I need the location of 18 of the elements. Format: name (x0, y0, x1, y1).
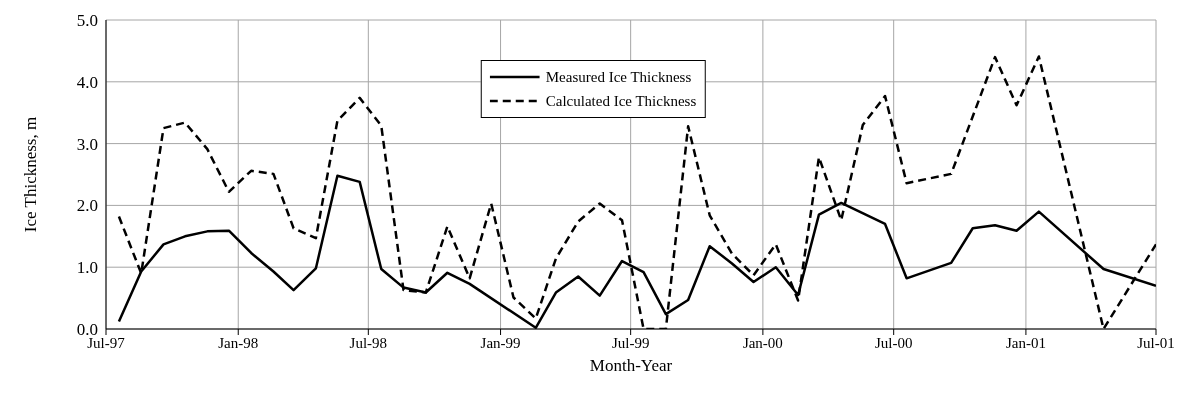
x-tick-label: Jul-01 (1137, 334, 1175, 351)
y-axis-title: Ice Thickness, m (21, 116, 41, 233)
y-tick-label: 1.0 (76, 258, 98, 278)
legend-label: Measured Ice Thickness (545, 68, 692, 86)
x-tick-label: Jul-98 (349, 334, 388, 351)
x-tick-label: Jul-00 (874, 334, 913, 351)
x-axis-title: Month-Year (589, 356, 673, 375)
y-tick-label: 2.0 (76, 196, 98, 216)
x-tick-label: Jan-98 (218, 334, 259, 351)
y-tick-label: 5.0 (76, 11, 98, 31)
y-tick-label: 4.0 (76, 72, 98, 92)
y-tick-label: 3.0 (76, 134, 98, 154)
x-tick-label: Jan-00 (742, 334, 783, 351)
x-tick-label: Jul-99 (611, 334, 650, 351)
legend-label: Calculated Ice Thickness (545, 92, 697, 110)
x-tick-label: Jul-97 (87, 334, 126, 351)
x-tick-label: Jan-99 (480, 334, 521, 351)
x-tick-label: Jan-01 (1005, 334, 1046, 351)
